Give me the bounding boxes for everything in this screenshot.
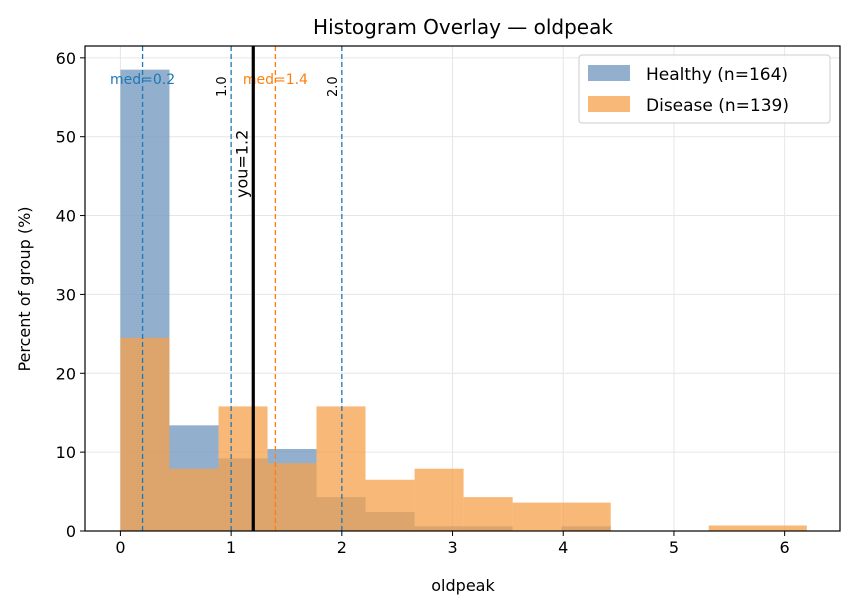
bar-disease-5 <box>365 479 415 531</box>
chart-title: Histogram Overlay — oldpeak <box>313 15 613 39</box>
x-tick-label: 1 <box>226 538 236 557</box>
y-tick-label: 60 <box>56 49 76 68</box>
x-tick-label: 5 <box>669 538 679 557</box>
bar-disease-7 <box>463 497 513 531</box>
bar-disease-4 <box>316 406 366 531</box>
threshold-label: 1.0 <box>215 76 230 97</box>
bar-disease-8 <box>512 502 562 531</box>
median-label: med=0.2 <box>110 72 175 88</box>
bar-disease-9 <box>561 502 611 531</box>
median-label: med=1.4 <box>243 72 308 88</box>
x-tick-label: 2 <box>337 538 347 557</box>
y-axis-label: Percent of group (%) <box>15 206 34 371</box>
x-tick-label: 6 <box>780 538 790 557</box>
legend-swatch-disease <box>588 96 630 112</box>
bar-disease-6 <box>414 468 464 531</box>
reference-lines-layer: med=0.2 med=1.4 1.0 2.0 you=1.2 <box>110 46 343 531</box>
bar-disease-1 <box>169 468 219 531</box>
x-tick-label: 3 <box>447 538 457 557</box>
plot-frame <box>84 45 841 532</box>
y-tick-label: 40 <box>56 207 76 226</box>
x-tick-label: 4 <box>558 538 568 557</box>
y-tick-label: 50 <box>56 128 76 147</box>
legend-label-disease: Disease (n=139) <box>646 96 789 116</box>
y-tick-label: 0 <box>66 522 76 541</box>
x-axis-label: oldpeak <box>431 576 495 595</box>
threshold-label: 2.0 <box>326 76 341 97</box>
bars-layer <box>120 69 807 531</box>
legend-label-healthy: Healthy (n=164) <box>646 65 788 85</box>
x-tick-label: 0 <box>115 538 125 557</box>
legend-swatch-healthy <box>588 65 630 81</box>
bar-disease-2 <box>218 406 268 531</box>
bar-disease-12 <box>708 525 758 531</box>
legend: Healthy (n=164) Disease (n=139) <box>578 54 831 124</box>
bar-disease-0 <box>120 337 170 531</box>
y-tick-label: 10 <box>56 443 76 462</box>
legend-box <box>578 54 831 124</box>
y-tick-label: 20 <box>56 364 76 383</box>
y-tick-label: 30 <box>56 285 76 304</box>
bar-disease-13 <box>757 525 807 531</box>
you-label: you=1.2 <box>232 130 251 198</box>
